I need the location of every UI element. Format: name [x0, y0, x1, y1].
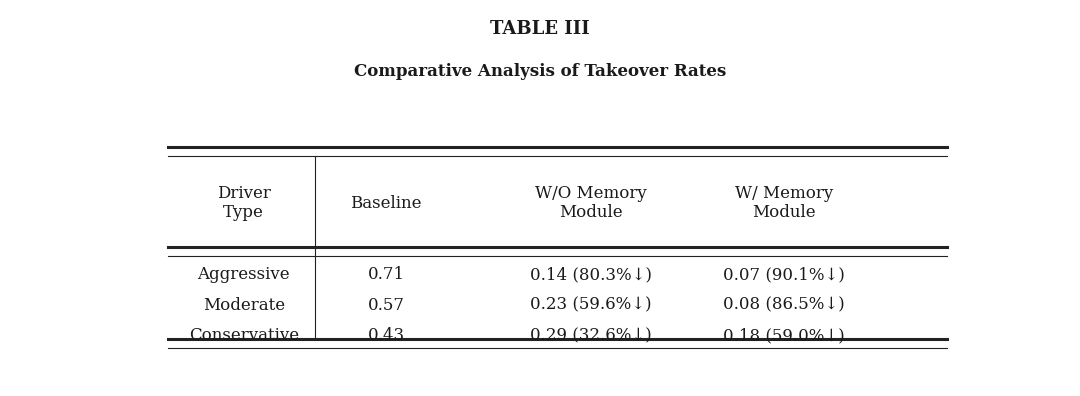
Text: 0.57: 0.57 [367, 297, 405, 314]
Text: 0.18 (59.0%↓): 0.18 (59.0%↓) [723, 327, 845, 344]
Text: TABLE III: TABLE III [490, 20, 590, 38]
Text: 0.08 (86.5%↓): 0.08 (86.5%↓) [723, 297, 845, 314]
Text: 0.29 (32.6%↓): 0.29 (32.6%↓) [530, 327, 652, 344]
Text: Conservative: Conservative [189, 327, 299, 344]
Text: 0.71: 0.71 [367, 266, 405, 283]
Text: Driver
Type: Driver Type [217, 185, 271, 221]
Text: 0.23 (59.6%↓): 0.23 (59.6%↓) [530, 297, 652, 314]
Text: 0.07 (90.1%↓): 0.07 (90.1%↓) [723, 266, 845, 283]
Text: Baseline: Baseline [350, 194, 422, 211]
Text: 0.43: 0.43 [367, 327, 405, 344]
Text: W/O Memory
Module: W/O Memory Module [536, 185, 647, 221]
Text: 0.14 (80.3%↓): 0.14 (80.3%↓) [530, 266, 652, 283]
Text: Comparative Analysis of Takeover Rates: Comparative Analysis of Takeover Rates [354, 63, 726, 80]
Text: Moderate: Moderate [203, 297, 285, 314]
Text: Aggressive: Aggressive [198, 266, 291, 283]
Text: W/ Memory
Module: W/ Memory Module [734, 185, 833, 221]
